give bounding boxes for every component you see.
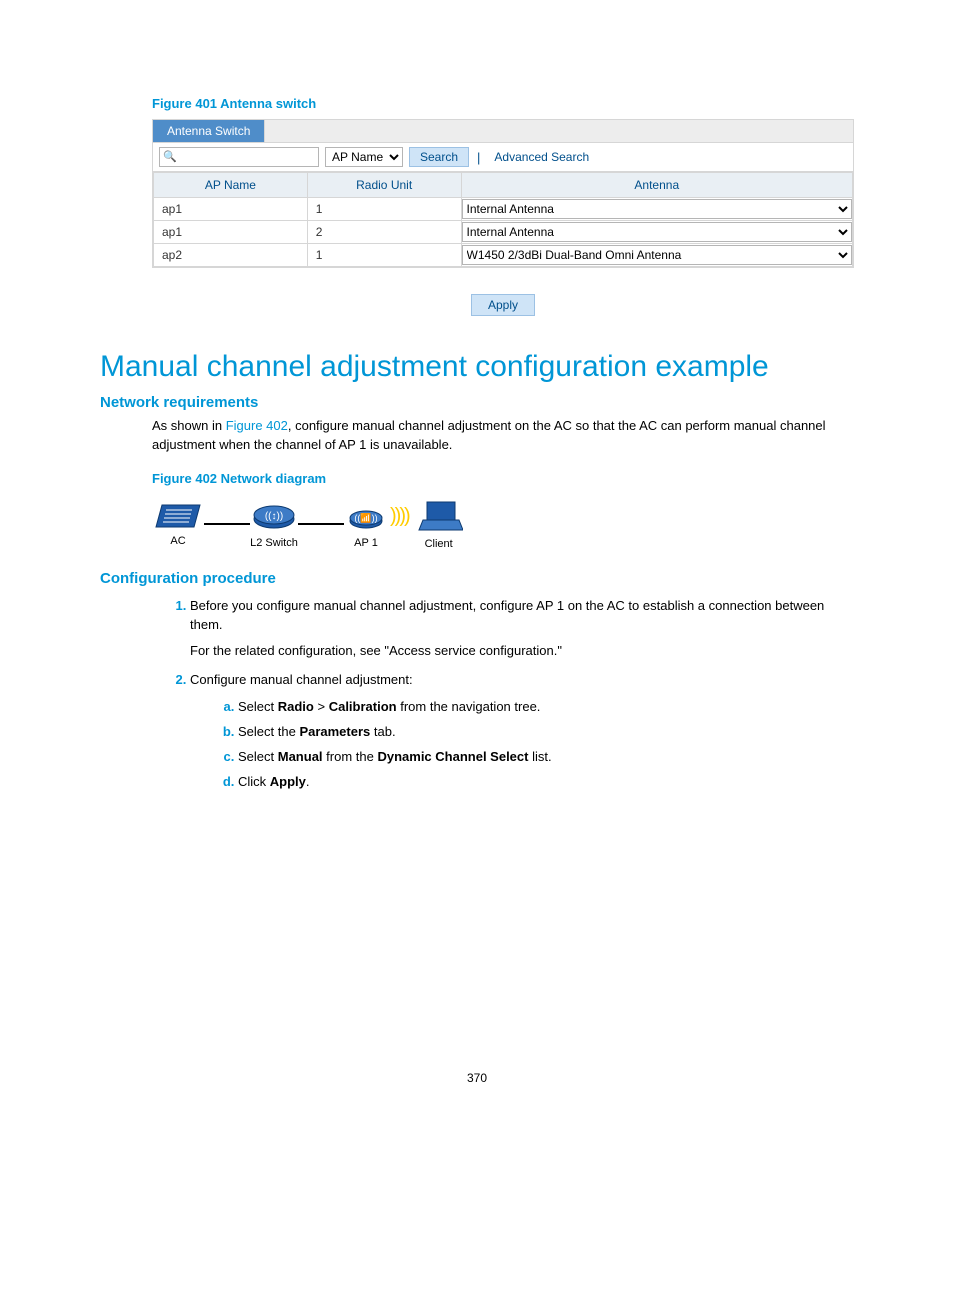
antenna-table: AP Name Radio Unit Antenna ap1 1 Interna… xyxy=(153,172,853,267)
main-heading: Manual channel adjustment configuration … xyxy=(100,350,854,384)
cell-radio: 1 xyxy=(307,198,461,221)
section-network-heading: Network requirements xyxy=(100,394,854,411)
search-type-select[interactable]: AP Name xyxy=(325,147,403,167)
substep-b: Select the Parameters tab. xyxy=(238,723,854,742)
step-text: For the related configuration, see "Acce… xyxy=(190,642,854,661)
procedure-steps: Before you configure manual channel adju… xyxy=(170,597,854,792)
page-number: 370 xyxy=(100,1071,854,1085)
antenna-switch-panel: Antenna Switch 🔍 AP Name Search | Advanc… xyxy=(152,119,854,268)
node-ac: AC xyxy=(152,501,204,547)
figure-401-caption: Figure 401 Antenna switch xyxy=(152,96,854,111)
table-row: ap1 1 Internal Antenna xyxy=(154,198,853,221)
substep-c: Select Manual from the Dynamic Channel S… xyxy=(238,748,854,767)
node-ap1: ((📶)) AP 1 xyxy=(344,499,388,549)
step-text: Before you configure manual channel adju… xyxy=(190,598,824,632)
cell-ap: ap1 xyxy=(154,198,308,221)
search-input-wrap: 🔍 xyxy=(159,147,319,167)
cell-ap: ap1 xyxy=(154,221,308,244)
svg-text:((📶)): ((📶)) xyxy=(354,512,377,523)
section-config-heading: Configuration procedure xyxy=(100,570,854,587)
node-label: AC xyxy=(152,535,204,547)
col-antenna: Antenna xyxy=(461,173,852,198)
laptop-icon xyxy=(415,498,463,534)
search-input[interactable] xyxy=(159,147,319,167)
para-text: As shown in xyxy=(152,418,226,433)
antenna-select[interactable]: Internal Antenna xyxy=(462,222,852,242)
switch-icon: ((↕)) xyxy=(250,499,298,533)
tab-antenna-switch[interactable]: Antenna Switch xyxy=(153,120,265,142)
svg-text:((↕)): ((↕)) xyxy=(265,511,283,522)
step-2: Configure manual channel adjustment: Sel… xyxy=(190,671,854,791)
search-button[interactable]: Search xyxy=(409,147,469,167)
substep-d: Click Apply. xyxy=(238,773,854,792)
col-ap-name: AP Name xyxy=(154,173,308,198)
figure-402-link[interactable]: Figure 402 xyxy=(226,418,288,433)
node-label: AP 1 xyxy=(344,537,388,549)
antenna-select[interactable]: W1450 2/3dBi Dual-Band Omni Antenna xyxy=(462,245,852,265)
search-icon: 🔍 xyxy=(163,150,177,163)
col-radio-unit: Radio Unit xyxy=(307,173,461,198)
table-row: ap1 2 Internal Antenna xyxy=(154,221,853,244)
search-bar: 🔍 AP Name Search | Advanced Search xyxy=(153,143,853,172)
node-label: L2 Switch xyxy=(250,537,298,549)
node-client: Client xyxy=(415,498,463,550)
cell-radio: 1 xyxy=(307,244,461,267)
cell-radio: 2 xyxy=(307,221,461,244)
pipe-divider: | xyxy=(477,150,480,165)
substeps: Select Radio > Calibration from the navi… xyxy=(220,698,854,791)
wireless-signal-icon: )))) xyxy=(388,505,415,542)
connector-line xyxy=(204,523,250,525)
antenna-select[interactable]: Internal Antenna xyxy=(462,199,852,219)
tab-bar: Antenna Switch xyxy=(153,120,853,143)
apply-button[interactable]: Apply xyxy=(471,294,535,316)
step-text: Configure manual channel adjustment: xyxy=(190,672,413,687)
cell-ap: ap2 xyxy=(154,244,308,267)
ap-icon: ((📶)) xyxy=(344,499,388,533)
network-diagram: AC ((↕)) L2 Switch ((📶)) AP 1 )))) Clien… xyxy=(152,498,854,550)
table-row: ap2 1 W1450 2/3dBi Dual-Band Omni Antenn… xyxy=(154,244,853,267)
figure-402-caption: Figure 402 Network diagram xyxy=(152,471,854,486)
connector-line xyxy=(298,523,344,525)
apply-button-wrap: Apply xyxy=(152,294,854,316)
step-1: Before you configure manual channel adju… xyxy=(190,597,854,662)
node-label: Client xyxy=(415,538,463,550)
ac-icon xyxy=(152,501,204,531)
substep-a: Select Radio > Calibration from the navi… xyxy=(238,698,854,717)
network-requirements-para: As shown in Figure 402, configure manual… xyxy=(152,417,854,455)
advanced-search-link[interactable]: Advanced Search xyxy=(494,150,589,164)
node-l2-switch: ((↕)) L2 Switch xyxy=(250,499,298,549)
